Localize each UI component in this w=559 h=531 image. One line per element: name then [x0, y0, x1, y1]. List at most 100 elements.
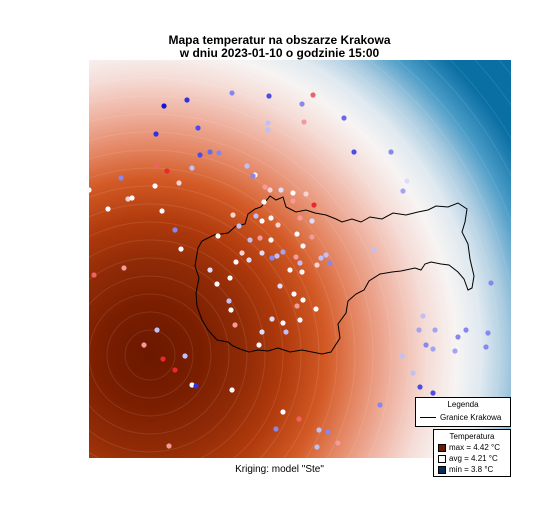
krakow-boundary: [194, 195, 475, 355]
station-point: [86, 187, 92, 193]
station-point: [300, 297, 306, 303]
chart-title-line1: Mapa temperatur na obszarze Krakowa: [168, 33, 391, 47]
contour-ring: [89, 239, 266, 458]
contour-ring: [89, 257, 248, 453]
station-point: [259, 329, 265, 335]
station-point: [297, 317, 303, 323]
station-point: [287, 267, 293, 273]
legend-boundary-label: Granice Krakowa: [440, 413, 502, 422]
legend-min-label: min = 3.8 °C: [449, 465, 494, 474]
station-point: [267, 187, 273, 193]
boundary-legend: Legenda Granice Krakowa: [415, 397, 511, 427]
station-point: [335, 440, 341, 446]
station-point: [297, 215, 303, 221]
station-point: [309, 218, 315, 224]
station-point: [299, 269, 305, 275]
legend-max-row: max = 4.42 °C: [438, 443, 500, 453]
station-point: [229, 387, 235, 393]
station-point: [294, 303, 300, 309]
station-point: [452, 348, 458, 354]
contour-ring: [89, 167, 338, 458]
station-point: [184, 97, 190, 103]
station-point: [257, 235, 263, 241]
legend-avg-row: avg = 4.21 °C: [438, 454, 498, 464]
station-point: [265, 127, 271, 133]
station-point: [280, 320, 286, 326]
contour-ring: [298, 60, 482, 458]
legend-max-label: max = 4.42 °C: [449, 443, 500, 452]
station-point: [313, 306, 319, 312]
station-point: [153, 131, 159, 137]
station-point: [299, 101, 305, 107]
station-point: [207, 267, 213, 273]
station-point: [207, 149, 213, 155]
temperature-legend: Temperatura max = 4.42 °C avg = 4.21 °C …: [433, 429, 511, 477]
station-point: [226, 298, 232, 304]
station-point: [488, 280, 494, 286]
contour-ring: [106, 311, 194, 399]
station-points: [86, 90, 494, 450]
station-point: [293, 254, 299, 260]
station-point: [154, 162, 160, 168]
contour-ring: [89, 185, 320, 458]
station-point: [228, 307, 234, 313]
station-point: [269, 255, 275, 261]
station-point: [300, 243, 306, 249]
station-point: [232, 322, 238, 328]
station-point: [274, 253, 280, 259]
station-point: [420, 313, 426, 319]
boundary-line-swatch: [420, 417, 436, 419]
station-point: [280, 249, 286, 255]
contour-ring: [89, 60, 446, 458]
station-point: [195, 125, 201, 131]
station-point: [230, 212, 236, 218]
station-point: [233, 259, 239, 265]
station-point: [262, 184, 268, 190]
station-point: [430, 346, 436, 352]
station-point: [246, 257, 252, 263]
station-point: [129, 195, 135, 201]
station-point: [294, 231, 300, 237]
station-point: [314, 262, 320, 268]
station-point: [410, 370, 416, 376]
station-point: [303, 191, 309, 197]
contour-ring: [89, 203, 302, 458]
station-point: [172, 227, 178, 233]
station-point: [483, 344, 489, 350]
station-point: [265, 120, 271, 126]
station-point: [269, 316, 275, 322]
station-point: [316, 427, 322, 433]
contour-ring: [335, 60, 500, 458]
station-point: [296, 416, 302, 422]
chart-caption: Kriging: model "Ste": [235, 464, 324, 475]
station-point: [371, 247, 377, 253]
station-point: [164, 168, 170, 174]
station-point: [236, 223, 242, 229]
contour-ring: [89, 293, 212, 417]
station-point: [105, 206, 111, 212]
station-point: [259, 250, 265, 256]
station-point: [377, 402, 383, 408]
station-point: [277, 283, 283, 289]
station-point: [159, 208, 165, 214]
station-point: [268, 215, 274, 221]
station-point: [268, 237, 274, 243]
station-point: [216, 150, 222, 156]
station-point: [215, 233, 221, 239]
station-point: [485, 330, 491, 336]
legend-avg-label: avg = 4.21 °C: [449, 454, 498, 463]
contour-ring: [89, 113, 392, 458]
station-point: [388, 149, 394, 155]
temperature-legend-title: Temperatura: [449, 432, 495, 441]
station-point: [178, 246, 184, 252]
station-point: [166, 443, 172, 449]
station-point: [91, 272, 97, 278]
station-point: [152, 183, 158, 189]
station-point: [244, 163, 250, 169]
station-point: [309, 234, 315, 240]
interpolated-surface: [89, 60, 511, 458]
station-point: [176, 180, 182, 186]
contour-ring: [89, 131, 374, 458]
